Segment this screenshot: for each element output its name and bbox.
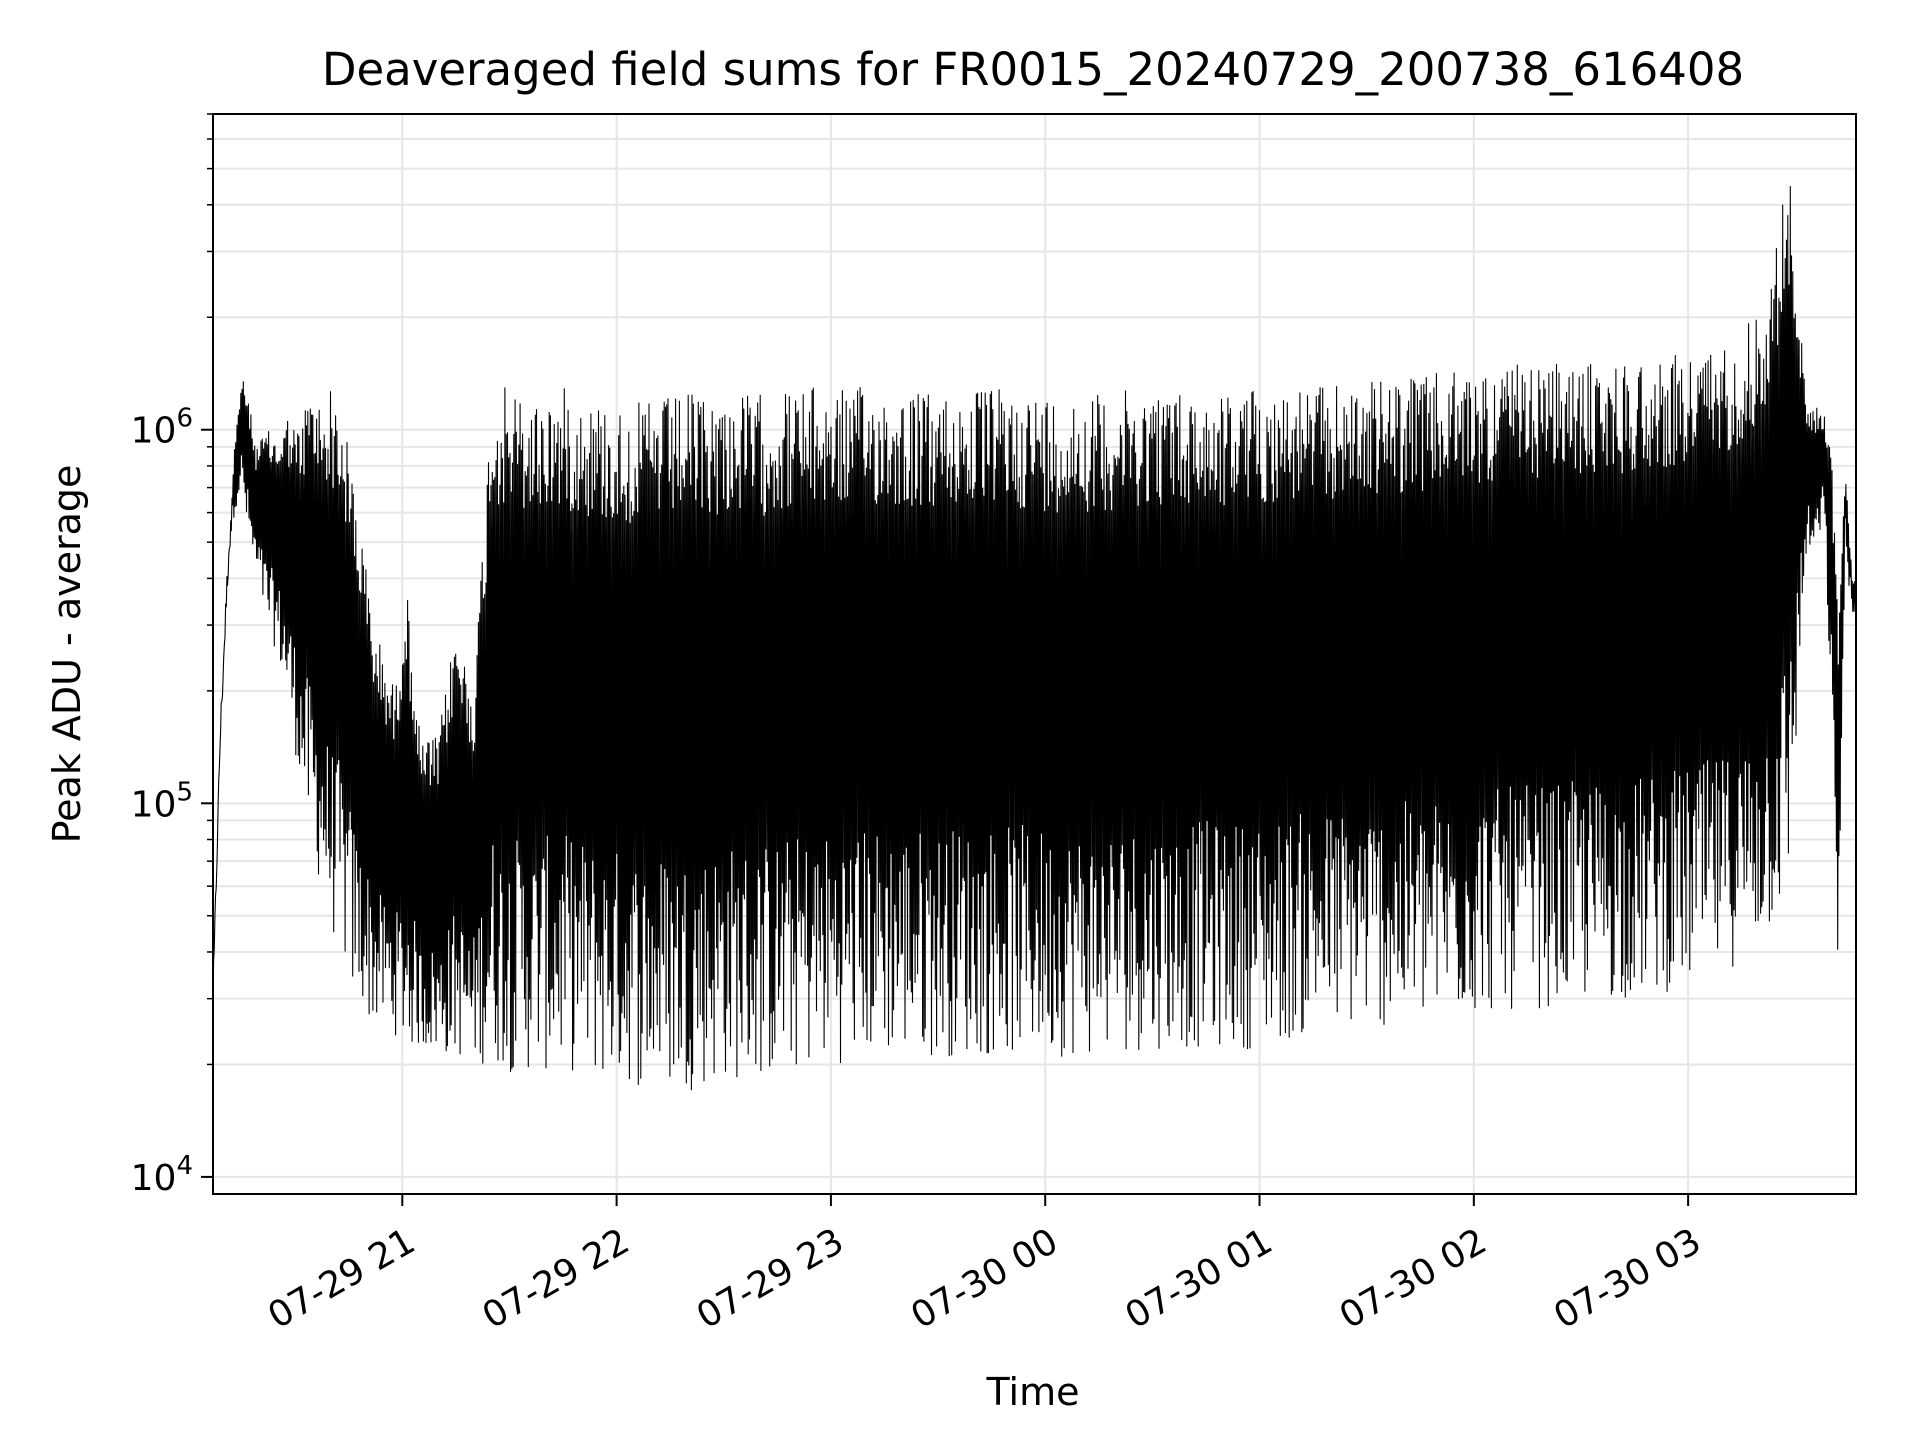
y-axis-label: Peak ADU - average	[45, 465, 89, 844]
series-line-peak-adu	[212, 185, 1857, 1091]
y-tick-label: 104	[131, 1151, 193, 1199]
x-axis-label: Time	[986, 1370, 1080, 1414]
y-tick-label: 105	[131, 777, 193, 825]
y-tick-label: 106	[131, 404, 193, 452]
y-axis: 104 105 106	[131, 113, 213, 1199]
chart-title: Deaveraged field sums for FR0015_2024072…	[322, 43, 1744, 96]
plot-area-frame	[212, 113, 1857, 1195]
